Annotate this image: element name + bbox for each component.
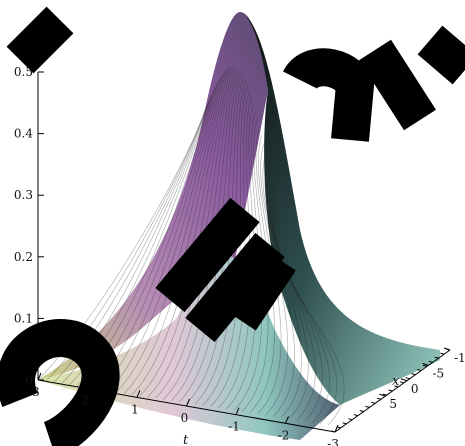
x-minor-tick (405, 377, 410, 380)
mesh-line (139, 67, 232, 397)
t-tick-label: -3 (327, 437, 339, 446)
x-tick-label: 5 (389, 397, 397, 411)
t-tick-label: -2 (278, 428, 290, 442)
z-tick-label: 0.3 (14, 188, 33, 202)
x-minor-tick (440, 352, 445, 355)
t-tick-label: 1 (131, 402, 139, 416)
x-minor-tick (417, 369, 422, 371)
z-tick-label: 0.4 (14, 127, 33, 141)
x-tick-label: 0 (411, 382, 419, 396)
x-tick-mark (422, 362, 429, 366)
t-tick-mark (235, 407, 240, 415)
x-minor-tick (353, 414, 359, 417)
x-minor-tick (434, 356, 439, 359)
watermark (0, 6, 465, 446)
mesh-line (273, 207, 330, 423)
mesh-line (131, 67, 230, 395)
x-tick-mark (400, 378, 408, 382)
t-tick-mark (186, 398, 190, 407)
t-tick-mark (285, 416, 289, 424)
z-tick-label: 0 (25, 373, 33, 387)
mesh-line (123, 69, 228, 394)
x-minor-tick (394, 385, 399, 388)
mesh-line (275, 218, 338, 425)
z-tick-label: 0.2 (14, 250, 33, 264)
x-minor-tick (365, 405, 370, 408)
surface-right-face (240, 12, 440, 405)
t-tick-mark (136, 390, 141, 398)
mesh-line (269, 185, 316, 421)
x-minor-tick (348, 418, 353, 421)
t-tick-label: 2 (82, 394, 90, 408)
x-minor-tick (445, 348, 451, 351)
x-minor-tick (342, 422, 347, 425)
x-tick-mark (379, 393, 386, 397)
z-tick-label: 0.1 (14, 311, 33, 325)
x-tick-label: -5 (432, 366, 444, 380)
surface-mesh (37, 67, 345, 426)
mesh-line (264, 164, 302, 418)
x-minor-tick (330, 430, 336, 433)
t-tick-label: 3 (32, 385, 40, 399)
x-tick-label: -10 (454, 351, 465, 365)
x-axis-label: x (392, 374, 400, 389)
t-tick-label: -1 (228, 420, 240, 434)
mesh-line (266, 174, 309, 420)
t-tick-label: 0 (181, 411, 189, 425)
mesh-line (100, 76, 222, 390)
x-minor-tick (371, 401, 376, 404)
t-axis-label: t (183, 433, 189, 446)
mesh-line (116, 71, 226, 393)
z-tick-label: 0.5 (14, 65, 33, 79)
t-tick-mark (334, 424, 339, 433)
surface-left-face (38, 12, 268, 380)
x-minor-tick (336, 426, 341, 429)
x-minor-tick (388, 389, 393, 392)
mesh-line (271, 196, 323, 422)
x-minor-tick (411, 373, 416, 376)
x-minor-tick (382, 393, 387, 396)
x-axis: 50 -5 -10 x (330, 347, 465, 433)
x-minor-tick (422, 364, 428, 367)
t-tick-mark (87, 381, 91, 389)
x-minor-tick (359, 410, 364, 412)
t-axis: 3 2 1 0 -1 -2 -3 t (32, 372, 339, 446)
z-axis: 0 0.1 0.2 0.3 0.4 0.5 (14, 65, 44, 387)
t-tick-mark (37, 372, 42, 381)
x-minor-tick (428, 360, 433, 363)
x-minor-tick (376, 397, 382, 400)
mesh-line (108, 73, 224, 392)
x-minor-tick (399, 381, 405, 384)
